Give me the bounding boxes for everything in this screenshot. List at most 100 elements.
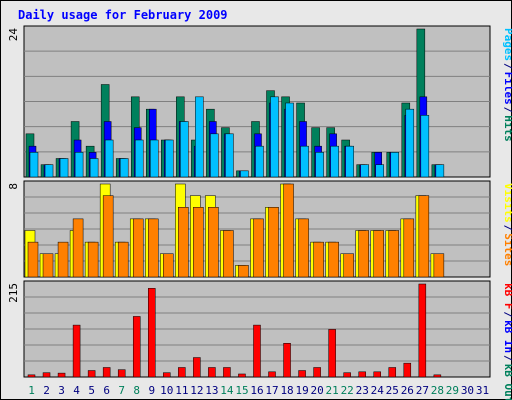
- x-tick-label: 15: [235, 384, 248, 397]
- legend-label: /: [502, 311, 512, 318]
- legend-label: Pages: [502, 28, 512, 61]
- legend-label: kB F: [502, 283, 512, 310]
- bar-sites-10: [163, 253, 174, 278]
- bar-sites-17: [268, 207, 279, 278]
- bar-kb-f-28: [433, 374, 442, 378]
- bar-pages-28: [435, 164, 445, 178]
- bar-sites-14: [223, 230, 234, 278]
- bar-kb-f-10: [163, 372, 171, 378]
- bar-kb-f-4: [72, 324, 81, 378]
- bar-pages-8: [134, 139, 144, 178]
- x-tick-label: 7: [118, 384, 125, 397]
- bar-sites-4: [72, 218, 84, 278]
- x-tick-label: 1: [28, 384, 35, 397]
- x-tick-label: 21: [326, 384, 339, 397]
- bar-pages-2: [44, 164, 54, 178]
- x-tick-label: 11: [175, 384, 188, 397]
- chart-title: Daily usage for February 2009: [18, 8, 228, 22]
- bar-kb-f-2: [42, 372, 51, 378]
- y-max-label: 24: [7, 28, 20, 42]
- x-tick-label: 18: [280, 384, 293, 397]
- y-max-label: 215: [7, 283, 20, 303]
- bar-sites-19: [298, 218, 309, 278]
- bar-sites-27: [418, 195, 430, 278]
- bar-pages-5: [89, 158, 99, 178]
- bar-sites-22: [343, 253, 354, 278]
- x-tick-label: 3: [58, 384, 65, 397]
- bar-sites-12: [193, 207, 204, 278]
- bar-pages-17: [270, 96, 279, 178]
- bar-kb-f-23: [358, 371, 366, 378]
- bar-kb-f-18: [283, 343, 291, 378]
- bar-sites-5: [87, 241, 99, 278]
- bar-kb-f-6: [102, 367, 111, 378]
- y-max-label: 8: [7, 183, 20, 190]
- bar-pages-1: [29, 152, 39, 178]
- bar-sites-16: [253, 218, 264, 278]
- bar-sites-7: [117, 241, 129, 278]
- bar-kb-f-19: [298, 370, 306, 378]
- legend-label: /: [502, 225, 512, 232]
- bar-pages-11: [180, 121, 189, 178]
- bar-kb-f-7: [117, 369, 126, 378]
- legend-label: Hits: [502, 115, 512, 142]
- bar-kb-f-15: [238, 373, 246, 378]
- bar-kb-f-5: [87, 370, 96, 378]
- bar-sites-15: [238, 265, 249, 278]
- bar-sites-8: [132, 218, 144, 278]
- x-tick-label: 28: [431, 384, 444, 397]
- bar-pages-16: [255, 145, 264, 178]
- bar-pages-23: [360, 164, 369, 178]
- bar-pages-18: [285, 102, 294, 178]
- bar-pages-7: [119, 158, 129, 178]
- x-tick-label: 2: [43, 384, 50, 397]
- x-tick-label: 27: [416, 384, 429, 397]
- bar-kb-f-27: [418, 283, 427, 378]
- legend-label: /: [502, 107, 512, 114]
- bar-pages-14: [225, 133, 234, 178]
- bar-sites-9: [148, 218, 159, 278]
- legend-label: /: [502, 355, 512, 362]
- x-tick-label: 4: [73, 384, 80, 397]
- bar-pages-19: [300, 145, 309, 178]
- bar-kb-f-25: [388, 367, 397, 378]
- bar-kb-f-20: [313, 367, 321, 378]
- x-tick-label: 24: [371, 384, 385, 397]
- bar-sites-6: [102, 195, 114, 278]
- legend-label: Visits: [502, 183, 512, 223]
- bar-pages-24: [375, 164, 384, 178]
- x-tick-label: 23: [356, 384, 369, 397]
- legend-label: Sites: [502, 233, 512, 266]
- bar-sites-23: [358, 230, 369, 278]
- bar-kb-f-26: [403, 362, 412, 378]
- x-tick-label: 13: [205, 384, 218, 397]
- x-tick-label: 22: [341, 384, 354, 397]
- bar-pages-9: [150, 139, 159, 178]
- bar-kb-f-16: [253, 324, 261, 378]
- bar-sites-1: [27, 241, 39, 278]
- bar-pages-25: [390, 152, 400, 178]
- bar-sites-3: [57, 241, 69, 278]
- bar-pages-6: [104, 139, 114, 178]
- x-tick-label: 9: [148, 384, 155, 397]
- bar-sites-2: [42, 253, 54, 278]
- bar-kb-f-9: [148, 288, 156, 378]
- bar-kb-f-13: [208, 367, 216, 378]
- bar-pages-3: [59, 158, 69, 178]
- bar-pages-20: [315, 152, 324, 178]
- legend-label: kB Out: [502, 364, 512, 400]
- bar-kb-f-22: [343, 372, 351, 378]
- x-tick-label: 26: [401, 384, 414, 397]
- bar-pages-13: [210, 133, 219, 178]
- x-tick-label: 8: [133, 384, 140, 397]
- x-tick-label: 30: [461, 384, 474, 397]
- legend-label: Files: [502, 72, 512, 105]
- bar-kb-f-24: [373, 371, 381, 378]
- legend-label: kB In: [502, 320, 512, 353]
- x-tick-label: 12: [190, 384, 203, 397]
- bar-kb-f-1: [27, 374, 36, 378]
- bar-pages-10: [165, 139, 174, 178]
- x-tick-label: 29: [446, 384, 459, 397]
- bar-pages-26: [405, 108, 415, 178]
- x-tick-label: 17: [265, 384, 278, 397]
